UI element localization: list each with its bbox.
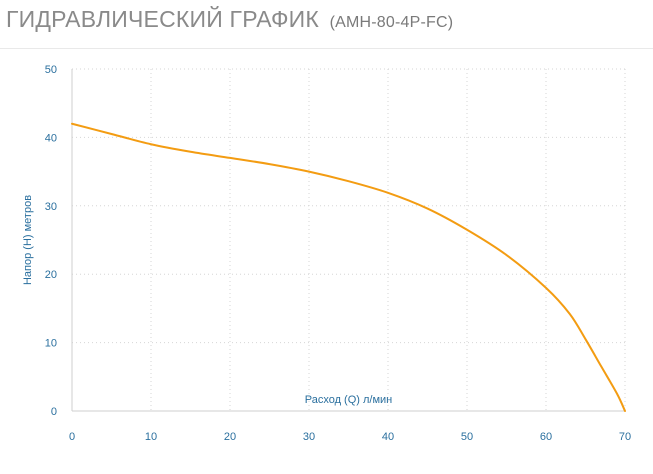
grid-layer <box>72 68 626 411</box>
y-tick-label: 30 <box>45 201 57 213</box>
x-axis-label: Расход (Q) л/мин <box>305 394 393 406</box>
y-tick-label: 10 <box>45 338 57 350</box>
tick-layer: 0 10 20 30 40 50 0 10 20 30 40 50 60 70 <box>45 64 631 443</box>
series-layer <box>71 122 626 412</box>
y-tick-label: 20 <box>45 269 57 281</box>
y-axis-label: Напор (H) метров <box>22 195 34 285</box>
x-tick-label: 40 <box>382 431 394 443</box>
x-tick-label: 10 <box>145 431 157 443</box>
y-tick-label: 50 <box>45 64 57 76</box>
chart-model: (AMH-80-4P-FC) <box>329 14 454 31</box>
y-tick-label: 40 <box>45 132 57 144</box>
axis-layer <box>71 69 625 412</box>
x-tick-label: 60 <box>540 431 552 443</box>
x-tick-label: 30 <box>303 431 315 443</box>
x-tick-label: 50 <box>461 431 473 443</box>
series-line <box>71 122 626 412</box>
title-divider <box>0 48 653 49</box>
x-tick-label: 70 <box>619 431 631 443</box>
x-tick-label: 0 <box>69 431 75 443</box>
chart-title-text: ГИДРАВЛИЧЕСКИЙ ГРАФИК <box>6 6 319 32</box>
y-tick-label: 0 <box>51 406 57 418</box>
x-tick-label: 20 <box>224 431 236 443</box>
chart-title: ГИДРАВЛИЧЕСКИЙ ГРАФИК (AMH-80-4P-FC) <box>6 6 453 33</box>
